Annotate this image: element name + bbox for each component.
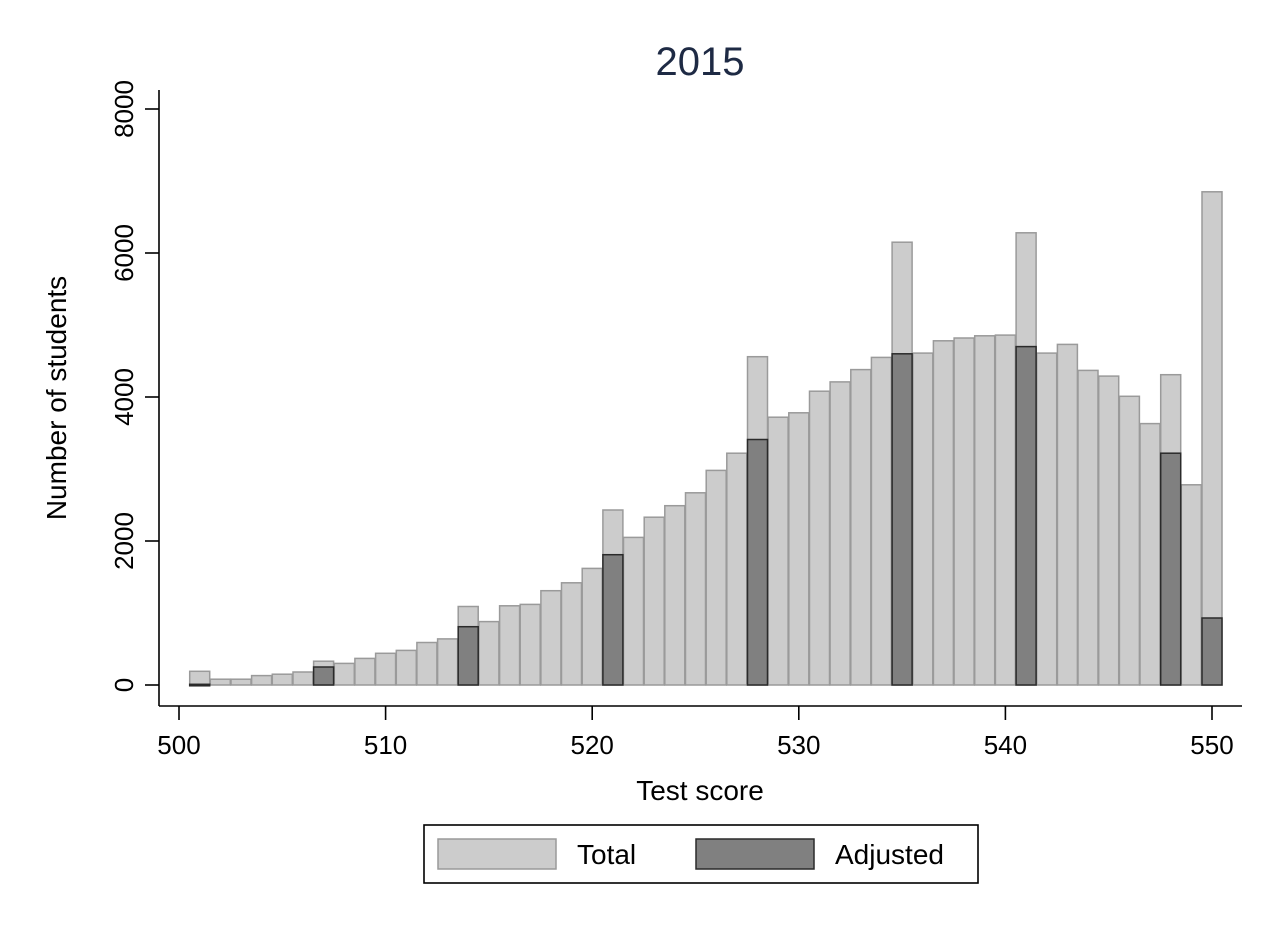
bar-total-532 <box>829 381 851 686</box>
bar-total-540 <box>994 334 1017 686</box>
bar-adjusted-548 <box>1159 452 1182 686</box>
bar-total-522 <box>622 536 645 686</box>
bar-total-515 <box>478 620 500 686</box>
bar-adjusted-514 <box>457 625 479 686</box>
y-tick-label-0: 0 <box>109 678 139 692</box>
chart-title: 2015 <box>656 40 745 84</box>
bar-total-518 <box>540 589 562 686</box>
bar-total-513 <box>436 638 459 686</box>
bar-adjusted-541 <box>1015 345 1037 686</box>
x-tick-label-530: 530 <box>777 730 820 760</box>
bar-total-506 <box>292 671 314 686</box>
bar-adjusted-550 <box>1201 617 1223 686</box>
bar-total-543 <box>1056 343 1079 686</box>
bar-total-519 <box>560 582 583 686</box>
bar-total-546 <box>1118 395 1141 686</box>
y-tick-label-6000: 6000 <box>109 224 139 282</box>
bar-total-537 <box>932 340 955 686</box>
bar-total-511 <box>395 649 418 686</box>
bar-total-539 <box>973 335 996 686</box>
x-tick-label-550: 550 <box>1190 730 1233 760</box>
y-axis-ticks: 0 2000 4000 6000 8000 <box>109 80 159 692</box>
legend-swatch-total <box>437 838 557 870</box>
bar-total-509 <box>354 657 376 686</box>
x-axis-title: Test score <box>636 775 764 806</box>
x-axis-ticks: 500 510 520 530 540 550 <box>157 706 1234 760</box>
bar-total-510 <box>374 652 397 686</box>
bar-total-529 <box>767 416 789 686</box>
bar-total-549 <box>1180 484 1203 686</box>
bar-total-502 <box>209 678 232 686</box>
bar-total-516 <box>498 605 521 686</box>
bar-total-508 <box>333 662 356 686</box>
bar-total-526 <box>705 469 727 686</box>
x-tick-label-510: 510 <box>364 730 407 760</box>
bar-adjusted-528 <box>746 438 769 686</box>
bar-total-531 <box>808 390 831 686</box>
x-tick-label-500: 500 <box>157 730 200 760</box>
y-tick-label-2000: 2000 <box>109 512 139 570</box>
bar-adjusted-535 <box>891 353 913 686</box>
y-axis-title: Number of students <box>41 276 72 520</box>
bar-total-542 <box>1035 352 1058 686</box>
bar-total-524 <box>664 504 686 686</box>
bar-total-538 <box>953 337 975 686</box>
bar-total-527 <box>726 452 748 686</box>
bar-total-545 <box>1097 375 1120 686</box>
bar-total-517 <box>519 603 541 686</box>
bar-total-530 <box>788 412 810 686</box>
bar-total-504 <box>250 674 273 686</box>
bar-total-505 <box>271 673 294 686</box>
legend-label-total: Total <box>577 839 636 870</box>
bar-total-501 <box>188 670 211 686</box>
legend-label-adjusted: Adjusted <box>835 839 944 870</box>
bar-total-536 <box>912 352 934 686</box>
bar-adjusted-507 <box>312 666 335 686</box>
bar-adjusted-521 <box>602 553 624 686</box>
bar-adjusted-501 <box>188 683 211 687</box>
adjusted-bars <box>188 345 1223 687</box>
bar-total-520 <box>581 567 603 686</box>
bar-total-550 <box>1201 191 1223 686</box>
legend-swatch-adjusted <box>695 838 815 870</box>
y-tick-label-8000: 8000 <box>109 80 139 138</box>
y-tick-label-4000: 4000 <box>109 368 139 426</box>
total-bars <box>188 191 1223 686</box>
x-tick-label-520: 520 <box>571 730 614 760</box>
bar-total-503 <box>230 678 252 686</box>
bar-total-534 <box>870 356 893 686</box>
bar-total-523 <box>643 516 665 686</box>
bar-total-547 <box>1139 422 1161 686</box>
bar-total-544 <box>1077 369 1099 686</box>
bar-total-533 <box>850 368 872 686</box>
x-tick-label-540: 540 <box>984 730 1027 760</box>
bar-total-525 <box>684 492 707 686</box>
bar-total-512 <box>416 641 438 686</box>
legend: Total Adjusted <box>423 824 979 884</box>
